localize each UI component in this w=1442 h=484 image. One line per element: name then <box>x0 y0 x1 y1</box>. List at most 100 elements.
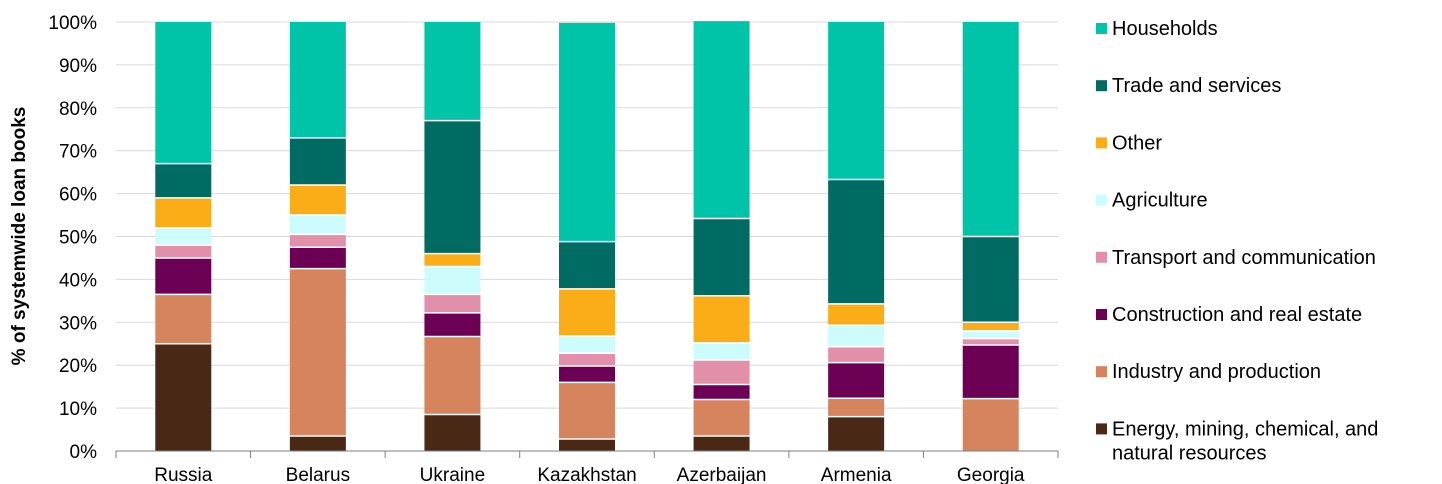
bar-segment <box>289 247 346 269</box>
bar-segment <box>424 312 481 337</box>
bar-segment <box>962 338 1019 346</box>
bar-segment <box>693 360 750 385</box>
bar-segment <box>828 416 885 451</box>
bar-segment <box>693 21 750 219</box>
bar-segment <box>962 322 1019 331</box>
bar-segment <box>289 234 346 248</box>
bar-segment <box>289 435 346 451</box>
x-tick-label: Belarus <box>286 465 350 484</box>
bar-segment <box>828 325 885 347</box>
legend-item: Industry and production <box>1096 361 1321 383</box>
bar-segment <box>155 227 212 246</box>
legend-swatch <box>1096 251 1107 263</box>
legend-item: Agriculture <box>1096 190 1208 212</box>
bar-segment <box>828 398 885 417</box>
legend-label: Construction and real estate <box>1112 304 1362 326</box>
legend-swatch <box>1096 194 1107 206</box>
bar-segment <box>828 179 885 304</box>
bar-segment <box>828 303 885 326</box>
legend-item: Trade and services <box>1096 75 1281 97</box>
bar-segment <box>155 257 212 295</box>
bar-segment <box>424 266 481 295</box>
legend-swatch <box>1096 366 1107 378</box>
bar-segment <box>962 345 1019 399</box>
bar-segment <box>424 253 481 267</box>
legend-item: Transport and communication <box>1096 247 1376 269</box>
y-tick-label: 40% <box>59 270 97 291</box>
y-tick-label: 0% <box>70 442 98 463</box>
legend: Households Trade and services Other Agricul… <box>1096 18 1378 464</box>
legend-item: Households <box>1096 18 1218 40</box>
bar-segment <box>559 353 615 367</box>
bar-segment <box>693 384 750 400</box>
bar-segment <box>828 346 885 363</box>
bar-segment <box>424 120 481 254</box>
legend-swatch <box>1096 309 1107 320</box>
bar-stack-azerbaijan <box>693 21 750 451</box>
x-axis <box>115 450 1059 458</box>
y-tick-label: 10% <box>59 399 97 420</box>
bar-segment <box>424 414 481 451</box>
bar-segment <box>289 268 346 436</box>
bar-segment <box>693 435 750 451</box>
x-axis-tick-labels: Russia Belarus Ukraine Kazakhstan Azerbaijan… <box>154 465 1025 484</box>
y-tick-label: 50% <box>59 228 97 249</box>
x-tick-label: Armenia <box>821 465 892 484</box>
bar-segment <box>424 22 481 121</box>
legend-label: Trade and services <box>1112 75 1281 97</box>
x-tick-label: Azerbaijan <box>677 465 767 484</box>
bar-segment <box>155 197 212 228</box>
bar-segment <box>559 241 615 289</box>
bar-stack-kazakhstan <box>559 22 615 451</box>
y-tick-label: 100% <box>48 13 97 34</box>
bar-segment <box>289 215 346 235</box>
y-tick-label: 60% <box>59 185 97 206</box>
bar-stack-belarus <box>289 22 346 451</box>
bar-segment <box>559 22 615 242</box>
bar-segment <box>559 382 615 439</box>
bar-segment <box>559 438 615 451</box>
bar-segment <box>155 163 212 198</box>
y-axis-label: % of systemwide loan books <box>9 107 30 366</box>
y-tick-label: 20% <box>59 356 97 377</box>
bar-stack-russia <box>155 22 212 451</box>
x-tick-label: Russia <box>154 465 213 484</box>
legend-item: Other <box>1096 132 1162 154</box>
legend-label: Agriculture <box>1112 190 1208 212</box>
bar-segment <box>559 336 615 354</box>
bar-stack-ukraine <box>424 22 481 451</box>
bar-segment <box>962 236 1019 323</box>
legend-swatch <box>1096 23 1107 34</box>
legend-item: Construction and real estate <box>1096 304 1362 326</box>
bar-segment <box>289 185 346 216</box>
bar-stack-georgia <box>962 22 1019 451</box>
y-tick-label: 70% <box>59 142 97 163</box>
bar-segment <box>693 295 750 343</box>
y-tick-label: 30% <box>59 313 97 334</box>
bar-segment <box>693 399 750 436</box>
bar-segment <box>155 22 212 164</box>
bar-segment <box>559 288 615 337</box>
bar-stack-armenia <box>828 22 885 451</box>
y-axis-tick-labels: 0% 10% 20% 30% 40% 50% 60% 70% 80% 90% 100% <box>48 13 97 463</box>
bar-segment <box>693 218 750 296</box>
legend-label: Industry and production <box>1112 361 1321 383</box>
bar-segment <box>828 362 885 399</box>
bar-segment <box>289 137 346 186</box>
x-tick-label: Ukraine <box>420 465 485 484</box>
legend-label: Households <box>1112 18 1218 40</box>
bar-segment <box>155 294 212 344</box>
legend-label: Other <box>1112 132 1162 154</box>
legend-swatch <box>1096 80 1107 92</box>
y-tick-label: 80% <box>59 99 97 120</box>
y-tick-label: 90% <box>59 56 97 77</box>
x-tick-label: Kazakhstan <box>537 465 636 484</box>
bar-segment <box>155 343 212 451</box>
legend-swatch <box>1096 137 1107 149</box>
legend-label: Energy, mining, chemical, and <box>1112 418 1378 440</box>
bar-segment <box>962 22 1019 237</box>
bar-segment <box>962 330 1019 339</box>
legend-swatch <box>1096 423 1107 435</box>
